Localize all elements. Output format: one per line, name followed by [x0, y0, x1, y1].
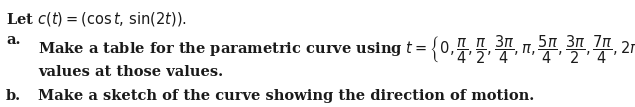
Text: Let $c(t) = (\cos t,\, \sin(2t)).$: Let $c(t) = (\cos t,\, \sin(2t)).$ [6, 10, 187, 28]
Text: values at those values.: values at those values. [38, 65, 223, 79]
Text: b.: b. [6, 89, 21, 103]
Text: Make a sketch of the curve showing the direction of motion.: Make a sketch of the curve showing the d… [38, 89, 534, 103]
Text: Make a table for the parametric curve using $t = \left\{0, \dfrac{\pi}{4}, \dfra: Make a table for the parametric curve us… [38, 33, 635, 66]
Text: a.: a. [6, 33, 20, 47]
